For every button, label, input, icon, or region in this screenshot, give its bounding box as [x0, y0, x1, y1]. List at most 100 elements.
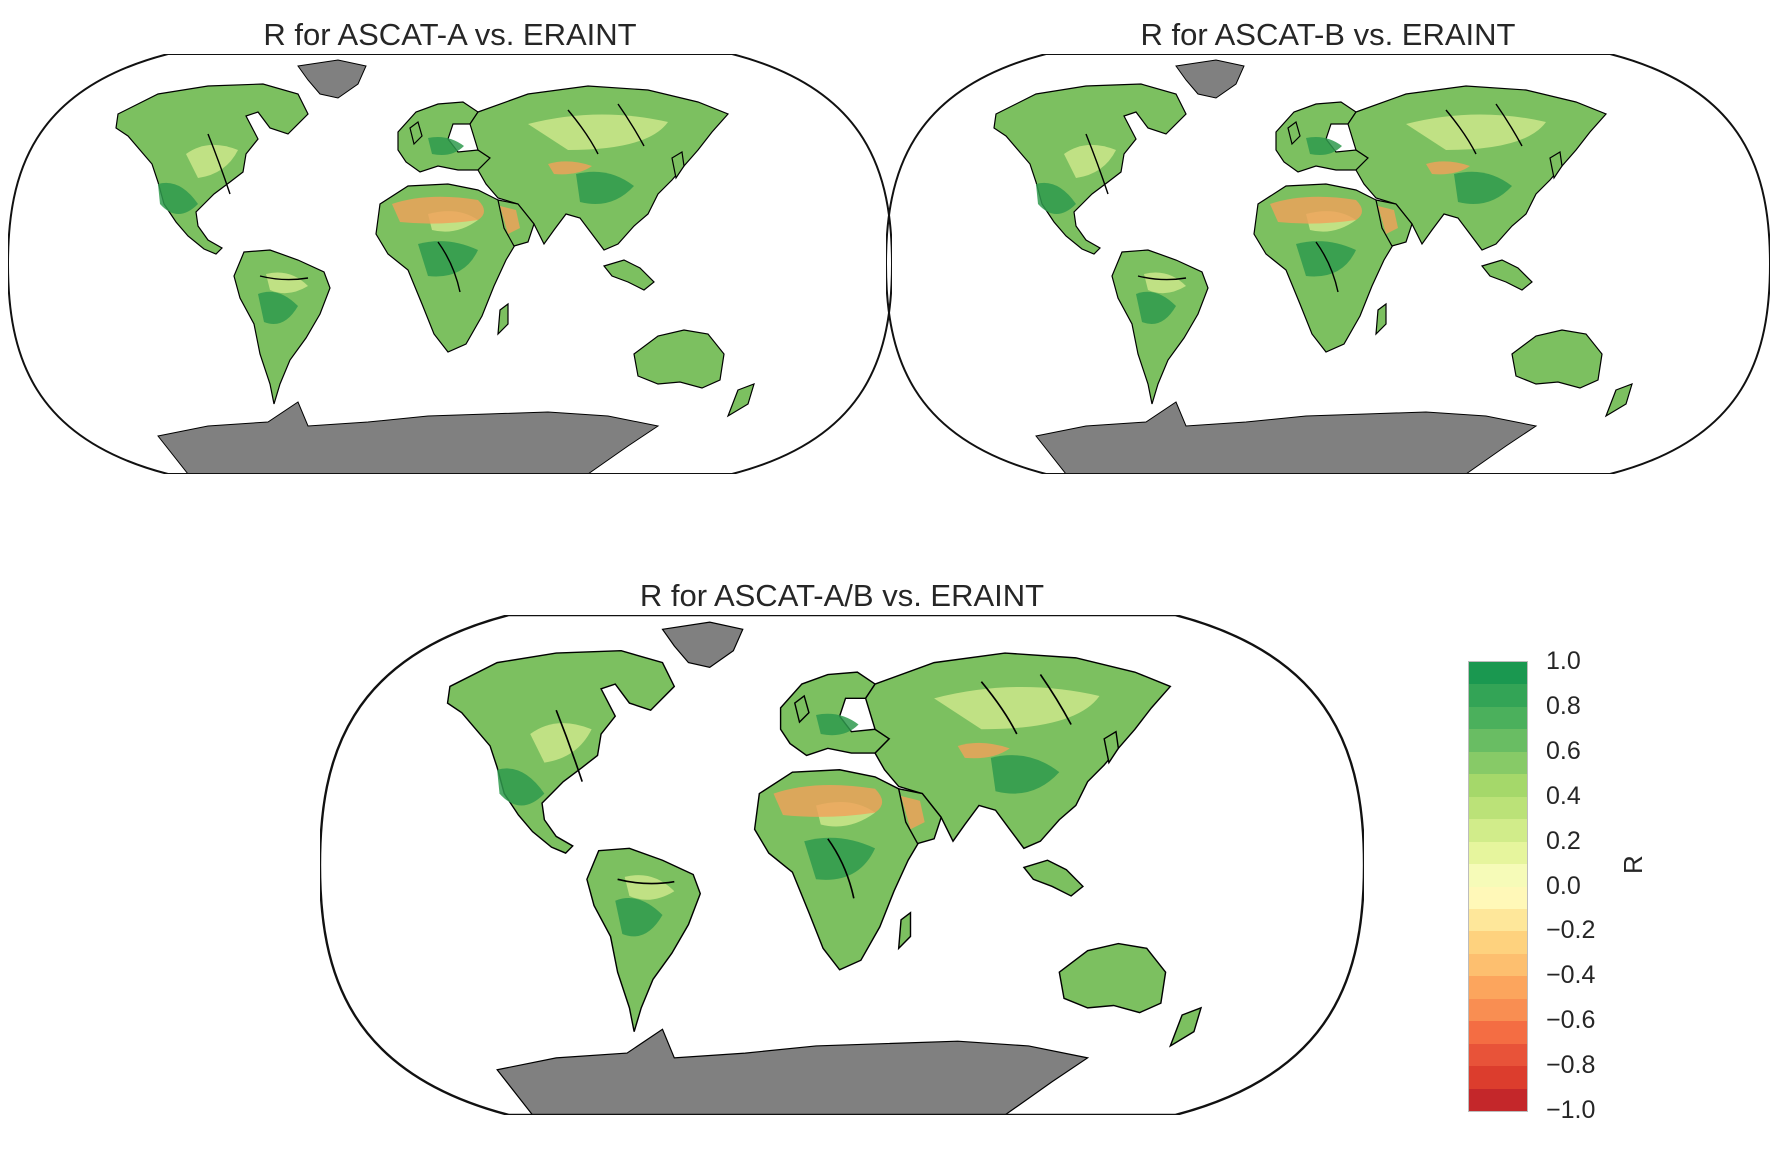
colorbar-segment — [1469, 976, 1527, 999]
high-correlation-region — [990, 755, 1060, 794]
panel-title: R for ASCAT-B vs. ERAINT — [1140, 17, 1516, 52]
river-line — [207, 133, 231, 195]
colorbar-tick-label: −0.6 — [1546, 1006, 1596, 1035]
landmass-uk — [409, 120, 423, 146]
colorbar-tick-label: −0.2 — [1546, 916, 1596, 945]
colorbar-gradient — [1468, 661, 1528, 1112]
low-correlation-region — [1406, 114, 1546, 150]
landmass-south-america — [1111, 249, 1209, 405]
colorbar-segment — [1469, 886, 1527, 909]
low-correlation-region — [528, 114, 668, 150]
river-line — [980, 681, 1018, 735]
low-correlation-region — [1064, 144, 1116, 178]
river-line — [827, 838, 855, 899]
river-line — [1495, 103, 1523, 147]
colorbar-tick-label: 0.2 — [1546, 826, 1581, 855]
colorbar-segment — [1469, 1021, 1527, 1044]
high-correlation-region — [258, 291, 298, 324]
no-data-antarctica — [496, 1028, 1090, 1115]
high-correlation-region — [1036, 182, 1076, 214]
map-content — [115, 59, 755, 474]
colorbar-segment — [1469, 864, 1527, 887]
negative-correlation-region — [901, 795, 925, 830]
colorbar-tick-label: 0.4 — [1546, 781, 1581, 810]
colorbar-segment — [1469, 751, 1527, 775]
map-panel-ascat-ab: R for ASCAT-A/B vs. ERAINT — [320, 575, 1364, 1145]
high-correlation-region — [428, 137, 464, 155]
negative-correlation-region — [548, 161, 592, 175]
panel-title: R for ASCAT-A/B vs. ERAINT — [639, 578, 1045, 613]
landmass-japan — [1549, 151, 1563, 180]
landmass-europe — [1275, 101, 1369, 173]
colorbar-label: R — [1618, 855, 1648, 874]
landmass-japan — [671, 151, 685, 180]
no-data-greenland — [661, 621, 744, 669]
low-correlation-region — [530, 723, 592, 763]
panel-title: R for ASCAT-A vs. ERAINT — [263, 17, 637, 52]
negative-correlation-region — [392, 196, 484, 224]
colorbar-segment — [1469, 774, 1527, 797]
high-correlation-region — [615, 897, 663, 937]
river-line — [567, 109, 599, 155]
landmass-europe — [397, 101, 491, 173]
negative-correlation-region — [773, 785, 883, 817]
landmass-madagascar — [1375, 302, 1387, 336]
map-panel-ascat-a: R for ASCAT-A vs. ERAINT — [8, 14, 892, 504]
landmass-uk — [1287, 120, 1301, 146]
world-map — [320, 615, 1364, 1115]
map-panel-ascat-b: R for ASCAT-B vs. ERAINT — [886, 14, 1770, 504]
river-line — [1137, 275, 1187, 281]
landmass-uk — [793, 694, 810, 724]
colorbar-segment — [1469, 908, 1527, 932]
colorbar-segment — [1469, 729, 1527, 752]
no-data-antarctica — [1035, 401, 1538, 474]
landmass-southeast-asia — [602, 259, 655, 291]
landmass-australia — [633, 329, 725, 389]
river-line — [617, 878, 675, 885]
negative-correlation-region — [500, 206, 520, 234]
landmass-southeast-asia — [1022, 859, 1084, 897]
colorbar-segment — [1469, 684, 1527, 707]
map-content — [446, 621, 1203, 1115]
colorbar-tick-label: −0.4 — [1546, 961, 1596, 990]
high-correlation-region — [1454, 171, 1512, 204]
negative-correlation-region — [1426, 161, 1470, 175]
high-correlation-region — [158, 182, 198, 214]
world-map — [886, 54, 1770, 474]
landmass-japan — [1103, 730, 1120, 765]
world-map — [8, 54, 892, 474]
colorbar-segment — [1469, 706, 1527, 730]
colorbar-tick-label: 0.8 — [1546, 691, 1581, 720]
colorbar-segment — [1469, 931, 1527, 954]
high-correlation-region — [816, 713, 859, 736]
landmass-new-zealand — [1604, 383, 1633, 418]
river-line — [1039, 674, 1072, 725]
negative-correlation-region — [1270, 196, 1362, 224]
colorbar-segment — [1469, 796, 1527, 820]
map-boundary — [320, 615, 1364, 1115]
landmass-southeast-asia — [1480, 259, 1533, 291]
colorbar-tick-label: −1.0 — [1546, 1096, 1596, 1124]
landmass-new-zealand — [726, 383, 755, 418]
colorbar-segment — [1469, 1043, 1527, 1067]
landmass-new-zealand — [1168, 1006, 1203, 1048]
landmass-europe — [779, 671, 891, 757]
colorbar-segment — [1469, 1066, 1527, 1089]
low-correlation-region — [624, 875, 675, 900]
river-line — [259, 275, 309, 281]
map-boundary — [886, 54, 1770, 474]
colorbar-tick-label: −0.8 — [1546, 1051, 1596, 1080]
river-line — [555, 709, 583, 782]
river-line — [1085, 133, 1109, 195]
colorbar-tick-label: 0.0 — [1546, 871, 1581, 900]
high-correlation-region — [1136, 291, 1176, 324]
high-correlation-region — [1306, 137, 1342, 155]
colorbar-segment — [1469, 1088, 1527, 1112]
low-correlation-region — [266, 272, 308, 294]
low-correlation-region — [934, 686, 1100, 730]
low-correlation-region — [1144, 272, 1186, 294]
negative-correlation-region — [957, 742, 1010, 759]
colorbar: 1.0 0.8 0.6 0.4 0.2 0.0 −0.2 −0.4 −0.6 −0.8 −1.0 — [1468, 647, 1608, 1124]
negative-correlation-region — [1378, 206, 1398, 234]
landmass-australia — [1511, 329, 1603, 389]
